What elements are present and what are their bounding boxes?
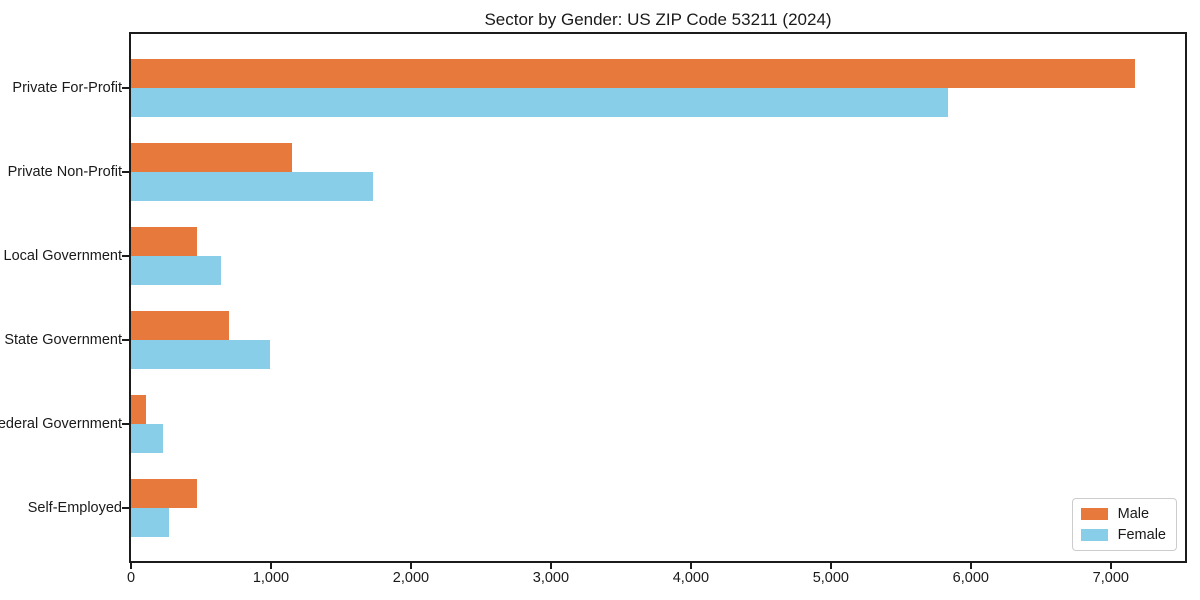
x-tick-mark — [130, 561, 132, 569]
plot-area: Male Female — [129, 32, 1187, 563]
y-tick-mark — [122, 507, 129, 509]
bar-male-state-government — [131, 311, 229, 340]
x-tick-mark — [549, 561, 552, 569]
x-tick-label: 0 — [126, 570, 136, 586]
x-tick-label: 4,000 — [672, 570, 710, 586]
x-tick-mark — [689, 561, 692, 569]
legend-swatch-male — [1080, 508, 1108, 520]
chart-title: Sector by Gender: US ZIP Code 53211 (202… — [484, 10, 832, 29]
y-tick-mark — [122, 255, 129, 257]
x-tick-label: 6,000 — [952, 570, 989, 586]
legend-label-female: Female — [1117, 527, 1166, 543]
y-tick-mark — [122, 423, 129, 425]
x-tick-label: 1,000 — [252, 570, 290, 586]
bar-female-federal-government — [131, 424, 164, 453]
y-tick-label: Private For-Profit — [12, 80, 122, 96]
bar-male-private-non-profit — [131, 143, 292, 172]
y-tick-label: Federal Government — [0, 416, 122, 432]
bar-female-private-for-profit — [131, 88, 949, 117]
y-tick-mark — [122, 339, 129, 341]
x-tick-mark — [969, 561, 972, 569]
y-tick-label: Local Government — [3, 248, 122, 264]
bar-male-private-for-profit — [131, 59, 1135, 88]
bar-female-self-employed — [131, 508, 170, 537]
y-tick-label: Self-Employed — [27, 500, 122, 516]
y-tick-label: Private Non-Profit — [7, 164, 122, 180]
y-tick-mark — [122, 87, 129, 89]
bar-male-federal-government — [131, 395, 146, 424]
bar-male-self-employed — [131, 479, 198, 508]
x-tick-label: 2,000 — [392, 570, 430, 586]
x-tick-mark — [269, 561, 272, 569]
x-tick-label: 5,000 — [812, 570, 850, 586]
y-tick-mark — [122, 171, 129, 173]
x-tick-mark — [409, 561, 412, 569]
legend-swatch-female — [1080, 529, 1108, 541]
bar-female-state-government — [131, 340, 270, 369]
bar-male-local-government — [131, 227, 198, 256]
x-tick-label: 7,000 — [1092, 570, 1129, 586]
bar-female-local-government — [131, 256, 222, 285]
x-tick-label: 3,000 — [532, 570, 570, 586]
legend-item-male: Male — [1080, 506, 1166, 522]
legend-item-female: Female — [1080, 527, 1166, 543]
x-tick-mark — [1109, 561, 1112, 569]
x-tick-mark — [829, 561, 832, 569]
legend-label-male: Male — [1117, 506, 1150, 522]
y-tick-label: State Government — [4, 332, 122, 348]
legend: Male Female — [1071, 498, 1177, 551]
bar-female-private-non-profit — [131, 172, 374, 201]
